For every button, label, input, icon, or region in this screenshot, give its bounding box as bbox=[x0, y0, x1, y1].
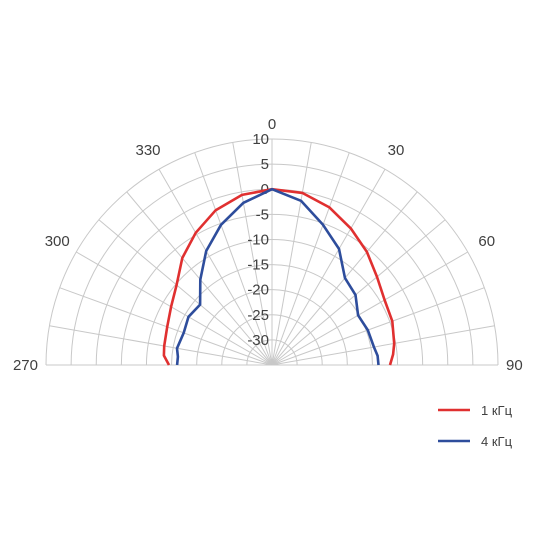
grid-spoke bbox=[271, 251, 468, 366]
legend-label: 4 кГц bbox=[481, 434, 513, 449]
radial-tick-label: -25 bbox=[247, 307, 269, 324]
radial-tick-label: -10 bbox=[247, 231, 269, 248]
radial-tick-label: -5 bbox=[256, 206, 269, 223]
grid-spoke bbox=[271, 152, 350, 366]
legend: 1 кГц 4 кГц bbox=[438, 403, 513, 449]
angle-tick-label: 0 bbox=[268, 116, 276, 133]
grid-spoke bbox=[59, 287, 273, 366]
series-line-2 bbox=[175, 187, 380, 366]
radial-tick-label: 5 bbox=[261, 156, 269, 173]
radial-tick-label: -30 bbox=[247, 332, 269, 349]
angle-tick-label: 30 bbox=[388, 142, 405, 159]
grid-spoke bbox=[271, 287, 485, 366]
series-lines bbox=[162, 187, 396, 366]
polar-grid bbox=[45, 138, 499, 366]
grid-spoke bbox=[158, 169, 273, 366]
grid-spoke bbox=[271, 169, 386, 366]
grid-spoke bbox=[49, 325, 273, 366]
grid-spoke bbox=[98, 219, 273, 366]
radial-tick-label: -20 bbox=[247, 282, 269, 299]
radial-tick-label: 10 bbox=[252, 131, 269, 148]
grid-spoke bbox=[194, 152, 273, 366]
legend-label: 1 кГц bbox=[481, 403, 513, 418]
grid-spoke bbox=[271, 219, 446, 366]
angle-tick-label: 300 bbox=[45, 233, 70, 250]
radial-tick-label: -15 bbox=[247, 257, 269, 274]
grid-spoke bbox=[232, 142, 273, 366]
angle-tick-labels: 0 30 60 90 330 300 270 bbox=[13, 116, 523, 374]
angle-tick-label: 330 bbox=[135, 142, 160, 159]
angle-tick-label: 270 bbox=[13, 357, 38, 374]
grid-spoke bbox=[271, 142, 312, 366]
grid-spoke bbox=[271, 325, 495, 366]
angle-tick-label: 60 bbox=[478, 233, 495, 250]
angle-tick-label: 90 bbox=[506, 357, 523, 374]
grid-spoke bbox=[76, 251, 273, 366]
